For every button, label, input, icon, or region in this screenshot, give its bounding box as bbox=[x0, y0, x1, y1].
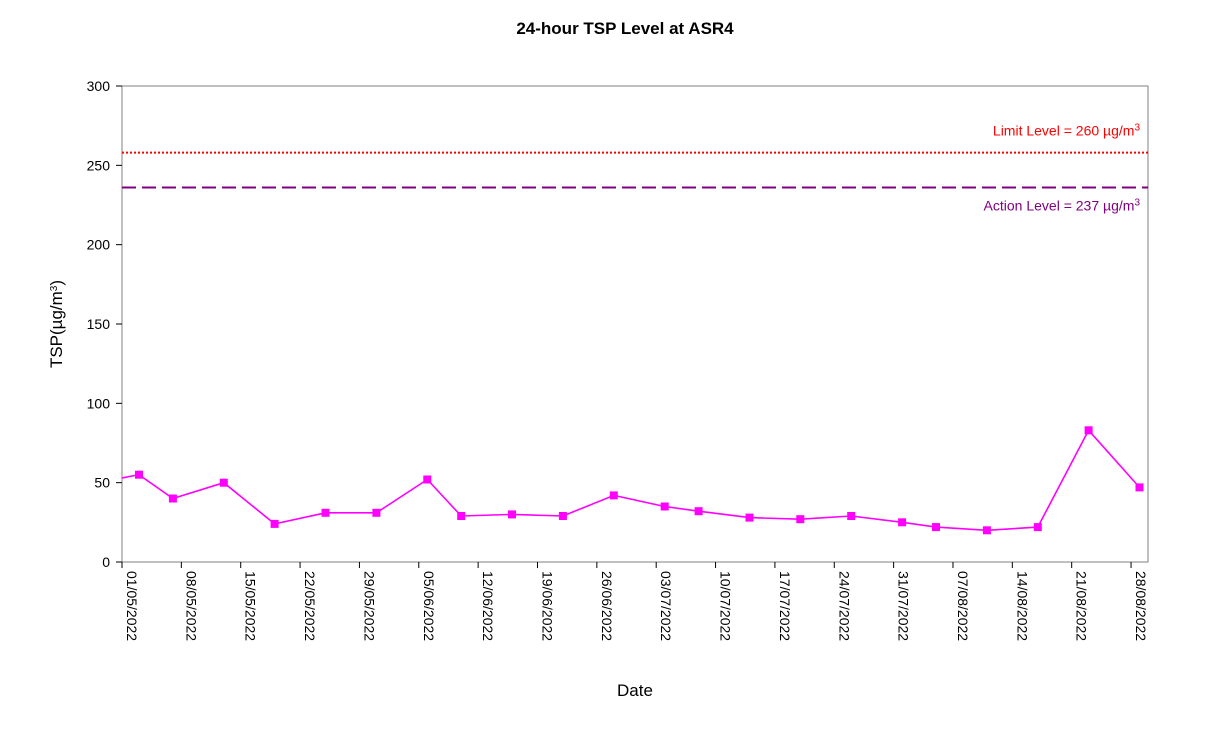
y-axis-label-sup: 3 bbox=[49, 285, 60, 291]
series-layer bbox=[121, 426, 1144, 535]
y-axis-label-suffix: ) bbox=[47, 280, 66, 286]
plot-area bbox=[121, 85, 1149, 563]
y-axis: 0 50 100 150 200 250 300 bbox=[87, 78, 122, 570]
x-tick-label: 22/05/2022 bbox=[302, 571, 318, 641]
x-tick-label: 10/07/2022 bbox=[718, 571, 734, 641]
data-point bbox=[135, 470, 143, 479]
ref-label-unit: µg/m bbox=[1103, 123, 1134, 139]
x-tick-label: 15/05/2022 bbox=[243, 571, 259, 641]
data-point bbox=[372, 508, 381, 517]
y-tick-label: 0 bbox=[102, 554, 110, 570]
x-tick-label: 07/08/2022 bbox=[955, 571, 971, 641]
data-point bbox=[847, 512, 856, 520]
limit-level-label: Limit Level = 260 µg/m3 bbox=[993, 122, 1141, 139]
data-point bbox=[1033, 523, 1042, 532]
ref-label-sup: 3 bbox=[1134, 197, 1140, 208]
ref-label-unit: µg/m bbox=[1103, 198, 1134, 214]
data-point bbox=[270, 519, 279, 528]
data-point bbox=[660, 502, 669, 511]
x-tick-label: 01/05/2022 bbox=[124, 571, 140, 641]
data-point bbox=[694, 507, 703, 516]
y-axis-label-unit: µg/m bbox=[47, 291, 66, 329]
chart-title: 24-hour TSP Level at ASR4 bbox=[516, 19, 734, 38]
x-axis: 01/05/2022 08/05/2022 15/05/2022 22/05/2022… bbox=[121, 562, 1149, 641]
data-point bbox=[219, 478, 228, 487]
x-tick-label: 24/07/2022 bbox=[836, 571, 852, 641]
y-axis-label-prefix: TSP( bbox=[47, 329, 66, 368]
data-point bbox=[558, 512, 567, 520]
x-tick-label: 31/07/2022 bbox=[896, 571, 912, 641]
x-tick-label: 12/06/2022 bbox=[480, 571, 496, 641]
ref-label-text: Limit Level = 260 bbox=[993, 123, 1103, 139]
x-tick-label: 14/08/2022 bbox=[1014, 571, 1030, 641]
x-tick-label: 26/06/2022 bbox=[599, 571, 615, 641]
data-point bbox=[932, 523, 940, 532]
y-tick-label: 50 bbox=[94, 475, 110, 491]
y-tick-label: 250 bbox=[87, 157, 111, 173]
x-tick-label: 29/05/2022 bbox=[361, 571, 377, 641]
x-tick-label: 03/07/2022 bbox=[658, 571, 674, 641]
data-point bbox=[982, 526, 991, 535]
x-tick-label: 17/07/2022 bbox=[777, 571, 793, 641]
y-tick-label: 300 bbox=[87, 78, 111, 94]
x-tick-label: 08/05/2022 bbox=[183, 571, 199, 641]
data-point bbox=[745, 513, 754, 522]
data-point bbox=[168, 494, 177, 503]
x-tick-label: 21/08/2022 bbox=[1074, 571, 1090, 641]
data-point bbox=[1084, 426, 1093, 435]
x-tick-label: 28/08/2022 bbox=[1133, 571, 1149, 641]
x-tick-label: 19/06/2022 bbox=[539, 571, 555, 641]
data-point bbox=[321, 508, 330, 517]
x-axis-label: Date bbox=[617, 681, 653, 700]
ref-label-text: Action Level = 237 bbox=[984, 198, 1103, 214]
data-point bbox=[609, 491, 618, 500]
x-tick-label: 05/06/2022 bbox=[421, 571, 437, 641]
y-axis-label: TSP(µg/m3) bbox=[47, 280, 66, 368]
y-tick-label: 200 bbox=[87, 237, 111, 253]
y-tick-label: 150 bbox=[87, 316, 111, 332]
series-line bbox=[121, 428, 1141, 532]
data-point bbox=[1135, 483, 1144, 492]
ref-label-sup: 3 bbox=[1134, 122, 1140, 133]
data-point bbox=[898, 518, 907, 527]
y-tick-label: 100 bbox=[87, 395, 111, 411]
data-point bbox=[508, 510, 516, 519]
data-point bbox=[796, 515, 805, 524]
data-point bbox=[457, 512, 466, 520]
data-point bbox=[423, 475, 432, 484]
action-level-label: Action Level = 237 µg/m3 bbox=[984, 197, 1141, 214]
